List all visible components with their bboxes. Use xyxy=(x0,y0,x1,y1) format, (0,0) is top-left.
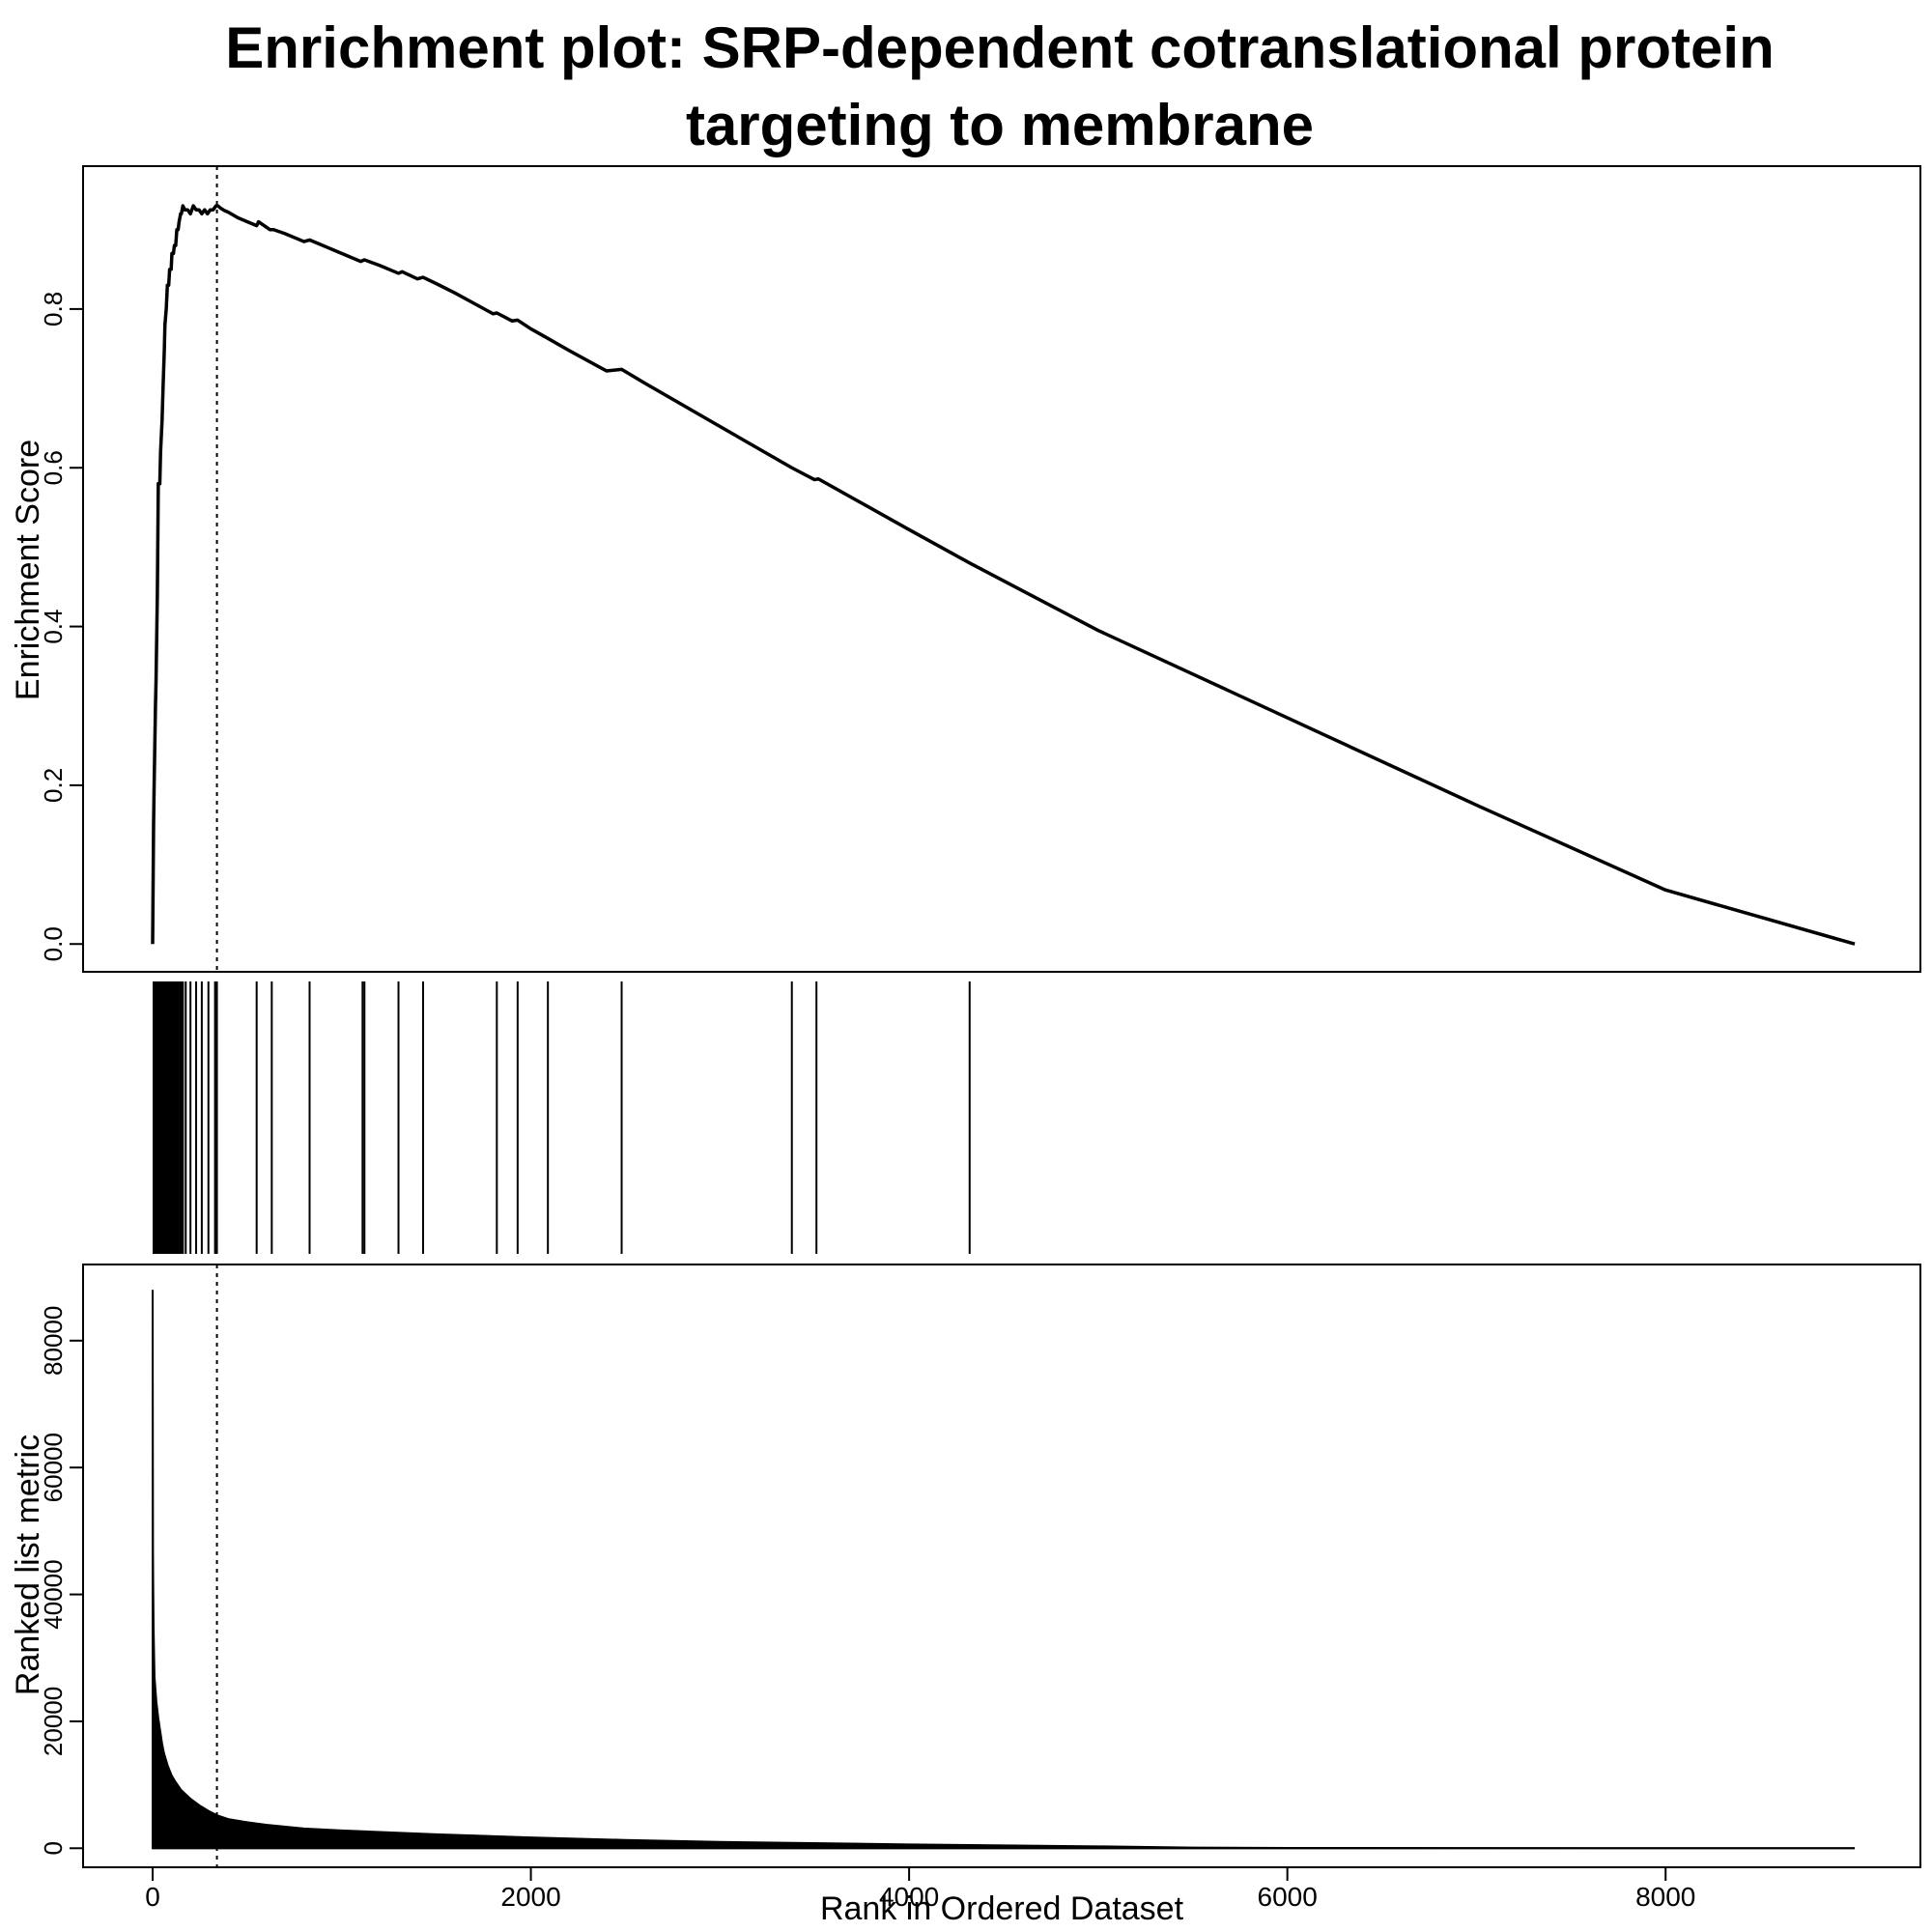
metric-y-tick-label: 0 xyxy=(39,1841,68,1855)
ranked-metric-area xyxy=(152,1290,1856,1850)
x-tick-label: 4000 xyxy=(879,1882,939,1912)
es-y-tick-label: 0.0 xyxy=(39,926,68,961)
x-axis-label: Rank in Ordered Dataset xyxy=(820,1890,1184,1927)
es-y-tick-label: 0.4 xyxy=(39,609,68,643)
metric-y-axis-label: Ranked list metric xyxy=(10,1435,46,1695)
chart-title-line-2: targeting to membrane xyxy=(685,93,1315,157)
x-tick-label: 2000 xyxy=(500,1882,560,1912)
metric-series-group xyxy=(152,1290,1856,1850)
es-y-tick-label: 0.2 xyxy=(39,768,68,803)
hits-panel-frame xyxy=(83,972,1920,1264)
metric-panel-frame xyxy=(82,1264,1921,1868)
es-panel-frame xyxy=(82,165,1921,973)
metric-y-tick-label: 60000 xyxy=(39,1433,68,1502)
x-tick-label: 6000 xyxy=(1258,1882,1318,1912)
enrichment-score-line xyxy=(151,204,1856,946)
chart-title-line-1: Enrichment plot: SRP-dependent cotransla… xyxy=(225,15,1775,80)
es-y-tick-label: 0.6 xyxy=(39,450,68,485)
metric-y-tick-label: 80000 xyxy=(39,1306,68,1376)
x-tick-label: 0 xyxy=(145,1882,160,1912)
es-y-ticks: 0.0 0.2 0.4 0.6 0.8 xyxy=(39,292,83,961)
es-series-group xyxy=(151,204,1856,946)
es-y-axis-label: Enrichment Score xyxy=(10,440,46,700)
metric-y-tick-label: 20000 xyxy=(39,1687,68,1756)
x-tick-label: 8000 xyxy=(1635,1882,1695,1912)
metric-y-ticks: 0 20000 40000 60000 80000 xyxy=(39,1306,83,1856)
es-y-tick-label: 0.8 xyxy=(39,292,68,327)
x-axis-ticks: 0 2000 4000 6000 8000 xyxy=(145,1867,1695,1912)
hit-lines-group xyxy=(152,981,971,1254)
metric-y-tick-label: 40000 xyxy=(39,1559,68,1629)
